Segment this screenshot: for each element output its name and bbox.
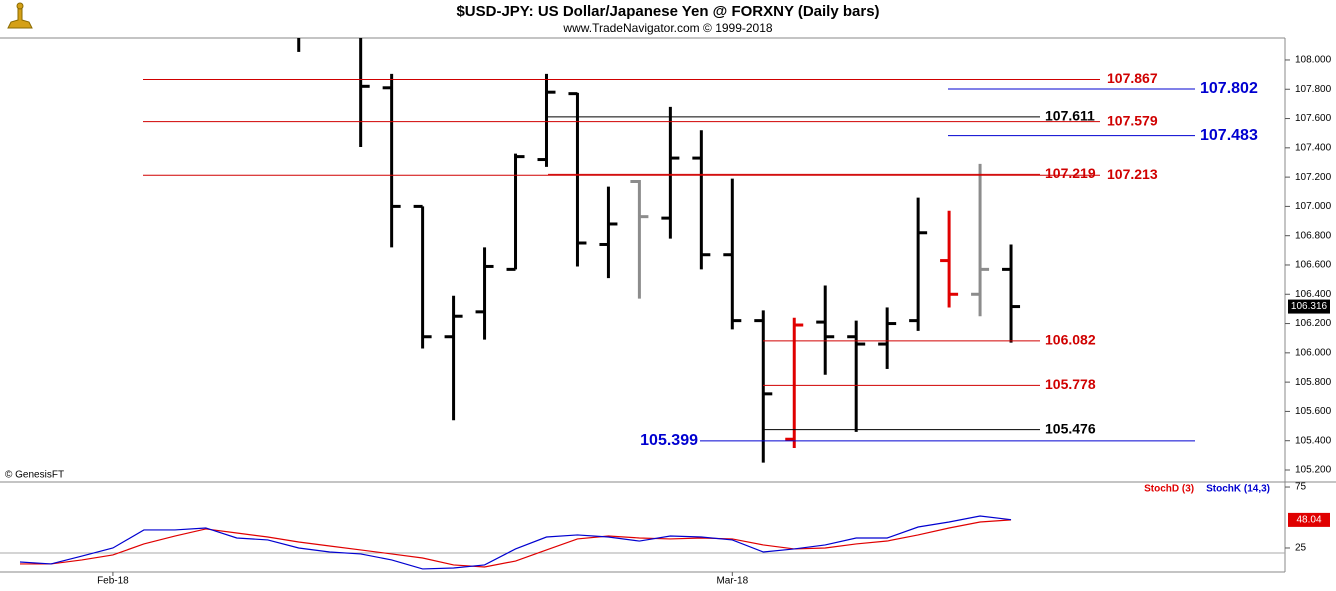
y-tick-label: 106.800 — [1295, 230, 1332, 241]
y-tick-label: 105.200 — [1295, 465, 1332, 476]
y-tick-label: 107.400 — [1295, 142, 1332, 153]
last-value-label: 48.04 — [1296, 515, 1321, 526]
price-panel — [297, 38, 1021, 463]
y-tick-label: 107.000 — [1295, 201, 1332, 212]
level-label: 107.219 — [1045, 165, 1096, 181]
y-tick-label: 107.800 — [1295, 84, 1332, 95]
level-label: 105.778 — [1045, 376, 1096, 392]
level-label: 107.611 — [1045, 108, 1095, 124]
chart-title: $USD-JPY: US Dollar/Japanese Yen @ FORXN… — [456, 3, 879, 20]
legend-label: StochK (14,3) — [1206, 484, 1270, 495]
y-tick-label: 106.400 — [1295, 289, 1332, 300]
logo — [4, 2, 36, 32]
level-label: 107.483 — [1200, 127, 1258, 144]
last-price-box — [1288, 299, 1330, 314]
level-label: 107.802 — [1200, 80, 1258, 97]
x-tick-label: Mar-18 — [716, 576, 748, 587]
chart-subtitle: www.TradeNavigator.com © 1999-2018 — [562, 21, 772, 35]
y-tick-label: 106.200 — [1295, 318, 1332, 329]
annotation: © GenesisFT — [5, 470, 64, 481]
y-tick-label: 105.600 — [1295, 406, 1332, 417]
y-tick-label: 105.800 — [1295, 377, 1332, 388]
stoch-line — [19, 515, 1012, 570]
y-tick-label: 107.200 — [1295, 172, 1332, 183]
y-tick-label: 105.400 — [1295, 435, 1332, 446]
y-tick-label: 108.000 — [1295, 55, 1332, 66]
level-label: 105.399 — [640, 432, 698, 449]
legend-label: StochD (3) — [1144, 484, 1194, 495]
level-label: 107.579 — [1107, 112, 1158, 128]
stoch-line — [20, 519, 1012, 568]
x-tick-label: Feb-18 — [97, 576, 129, 587]
last-value-box — [1288, 512, 1330, 527]
y-tick-label: 107.600 — [1295, 113, 1332, 124]
y-tick-label: 106.600 — [1295, 260, 1332, 271]
y-tick-label: 106.000 — [1295, 347, 1332, 358]
last-price-label: 106.316 — [1291, 301, 1328, 312]
level-label: 107.867 — [1107, 70, 1158, 86]
level-label: 105.476 — [1045, 420, 1096, 436]
level-label: 107.213 — [1107, 166, 1158, 182]
level-label: 106.082 — [1045, 332, 1096, 348]
y-tick-label: 75 — [1295, 482, 1307, 493]
y-tick-label: 25 — [1295, 543, 1307, 554]
